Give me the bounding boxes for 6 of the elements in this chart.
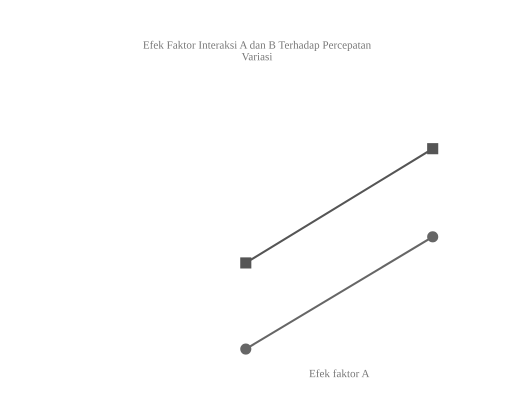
x-axis-title: Efek faktor A bbox=[309, 369, 370, 378]
point bbox=[240, 343, 252, 355]
point bbox=[427, 143, 438, 154]
chart-title: Efek Faktor Interaksi A dan B Terhadap Percepatan Variasi bbox=[143, 40, 371, 60]
point bbox=[240, 257, 252, 268]
point bbox=[427, 231, 438, 242]
